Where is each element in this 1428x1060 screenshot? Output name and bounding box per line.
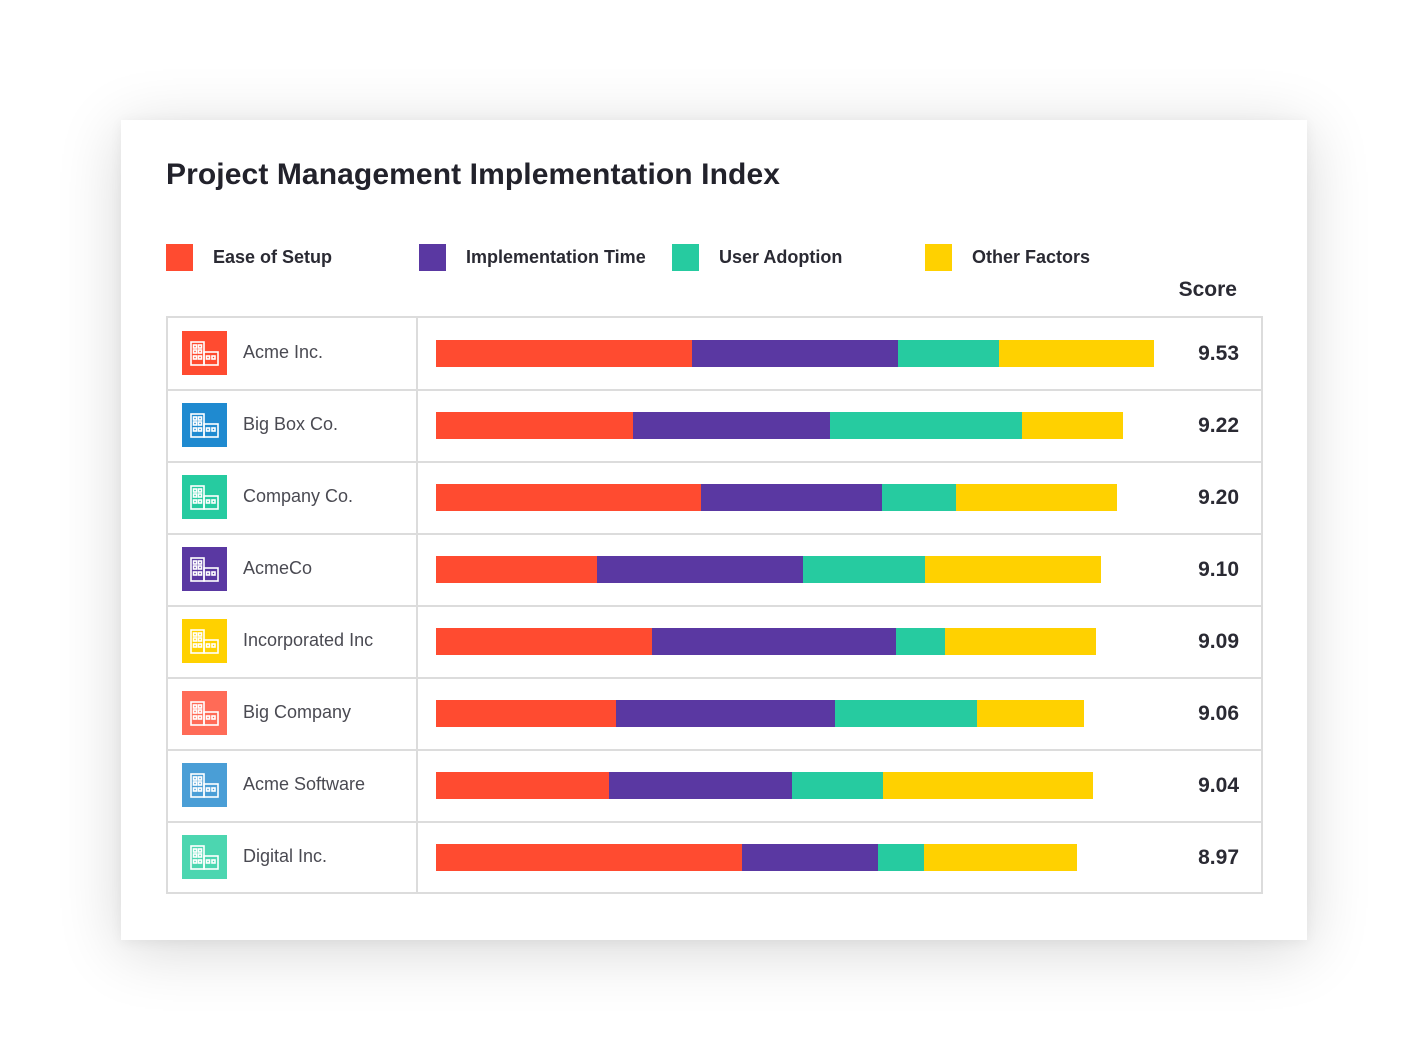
bar-segment-other-factors	[944, 628, 1096, 655]
legend-label: Ease of Setup	[213, 247, 333, 267]
bar-segment-user-adoption	[803, 556, 926, 583]
stacked-bar-acmeco	[436, 556, 1101, 583]
bar-segment-ease-of-setup	[436, 484, 701, 511]
bar-segment-implementation-time	[596, 556, 804, 583]
legend-swatch	[419, 244, 446, 271]
bar-segment-user-adoption	[895, 628, 945, 655]
score-value: 9.53	[1198, 342, 1239, 365]
table-row: Company Co. 9.20	[168, 462, 1261, 535]
bar-segment-implementation-time	[632, 412, 830, 439]
legend-label: User Adoption	[719, 247, 843, 267]
building-icon	[182, 835, 227, 879]
bar-segment-ease-of-setup	[436, 556, 597, 583]
bar-segment-other-factors	[1021, 412, 1123, 439]
stacked-bar-company-co	[436, 484, 1117, 511]
legend-label: Implementation Time	[466, 247, 646, 267]
bar-segment-user-adoption	[834, 700, 977, 727]
building-icon	[182, 403, 227, 447]
row-divider	[168, 389, 1261, 391]
bar-segment-user-adoption	[898, 340, 1000, 367]
score-value: 9.10	[1198, 558, 1239, 581]
bar-segment-other-factors	[883, 772, 1094, 799]
building-icon	[182, 547, 227, 591]
bar-segment-ease-of-setup	[436, 340, 692, 367]
score-value: 9.09	[1198, 630, 1239, 653]
stacked-bar-acme-inc	[436, 340, 1155, 367]
ranking-table: Acme Inc. 9.53 Big Box Co. 9.22 Company Co. 9…	[166, 316, 1263, 894]
building-icon	[182, 475, 227, 519]
row-divider	[168, 677, 1261, 679]
legend-label: Other Factors	[972, 247, 1091, 267]
table-row: Big Box Co. 9.22	[168, 390, 1261, 463]
bar-segment-ease-of-setup	[436, 844, 743, 871]
stacked-bar-digital-inc	[436, 844, 1077, 871]
bar-segment-implementation-time	[608, 772, 792, 799]
bar-segment-user-adoption	[882, 484, 957, 511]
legend-swatch	[925, 244, 952, 271]
legend-item-other-factors: Other Factors	[925, 244, 1090, 271]
stacked-bar-incorporated-inc	[436, 628, 1096, 655]
row-divider	[168, 533, 1261, 535]
legend-swatch	[166, 244, 193, 271]
chart-title: Project Management Implementation Index	[166, 158, 781, 191]
score-value: 9.04	[1198, 774, 1239, 797]
table-row: Incorporated Inc 9.09	[168, 606, 1261, 679]
bar-segment-ease-of-setup	[436, 628, 652, 655]
row-divider	[168, 605, 1261, 607]
legend-item-implementation-time: Implementation Time	[419, 244, 646, 271]
stacked-bar-big-box-co	[436, 412, 1123, 439]
bar-segment-implementation-time	[616, 700, 835, 727]
building-icon	[182, 763, 227, 807]
bar-segment-implementation-time	[651, 628, 896, 655]
score-value: 8.97	[1198, 846, 1239, 869]
legend-item-ease-of-setup: Ease of Setup	[166, 244, 332, 271]
company-name-digital-inc: Digital Inc.	[243, 846, 328, 866]
score-column-header: Score	[1178, 278, 1237, 301]
bar-segment-other-factors	[925, 556, 1101, 583]
bar-segment-user-adoption	[829, 412, 1022, 439]
bar-segment-ease-of-setup	[436, 412, 633, 439]
bar-segment-ease-of-setup	[436, 700, 617, 727]
company-name-acme-inc: Acme Inc.	[243, 342, 324, 362]
legend-swatch	[672, 244, 699, 271]
company-name-company-co: Company Co.	[243, 486, 354, 506]
score-value: 9.20	[1198, 486, 1239, 509]
bar-segment-other-factors	[976, 700, 1085, 727]
bar-segment-other-factors	[999, 340, 1155, 367]
building-icon	[182, 691, 227, 735]
row-divider	[168, 821, 1261, 823]
bar-segment-ease-of-setup	[436, 772, 609, 799]
bar-segment-other-factors	[923, 844, 1077, 871]
bar-segment-user-adoption	[877, 844, 924, 871]
building-icon	[182, 331, 227, 375]
row-divider	[168, 461, 1261, 463]
building-icon	[182, 619, 227, 663]
bar-segment-implementation-time	[742, 844, 878, 871]
score-value: 9.06	[1198, 702, 1239, 725]
company-name-big-company: Big Company	[243, 702, 352, 722]
bar-segment-implementation-time	[691, 340, 899, 367]
table-row: Acme Inc. 9.53	[168, 318, 1261, 391]
chart-card: Project Management Implementation Index …	[121, 120, 1307, 940]
table-row: Acme Software 9.04	[168, 750, 1261, 823]
company-name-incorporated-inc: Incorporated Inc	[243, 630, 374, 650]
company-name-big-box-co: Big Box Co.	[243, 414, 339, 434]
table-row: Digital Inc. 8.97	[168, 822, 1261, 894]
table-row: AcmeCo 9.10	[168, 534, 1261, 607]
stacked-bar-big-company	[436, 700, 1085, 727]
score-value: 9.22	[1198, 414, 1239, 437]
bar-segment-user-adoption	[791, 772, 884, 799]
company-name-acme-software: Acme Software	[243, 774, 366, 794]
bar-segment-implementation-time	[700, 484, 883, 511]
legend-item-user-adoption: User Adoption	[672, 244, 842, 271]
company-name-acmeco: AcmeCo	[243, 558, 313, 578]
bar-segment-other-factors	[956, 484, 1117, 511]
table-row: Big Company 9.06	[168, 678, 1261, 751]
stacked-bar-acme-software	[436, 772, 1094, 799]
row-divider	[168, 749, 1261, 751]
